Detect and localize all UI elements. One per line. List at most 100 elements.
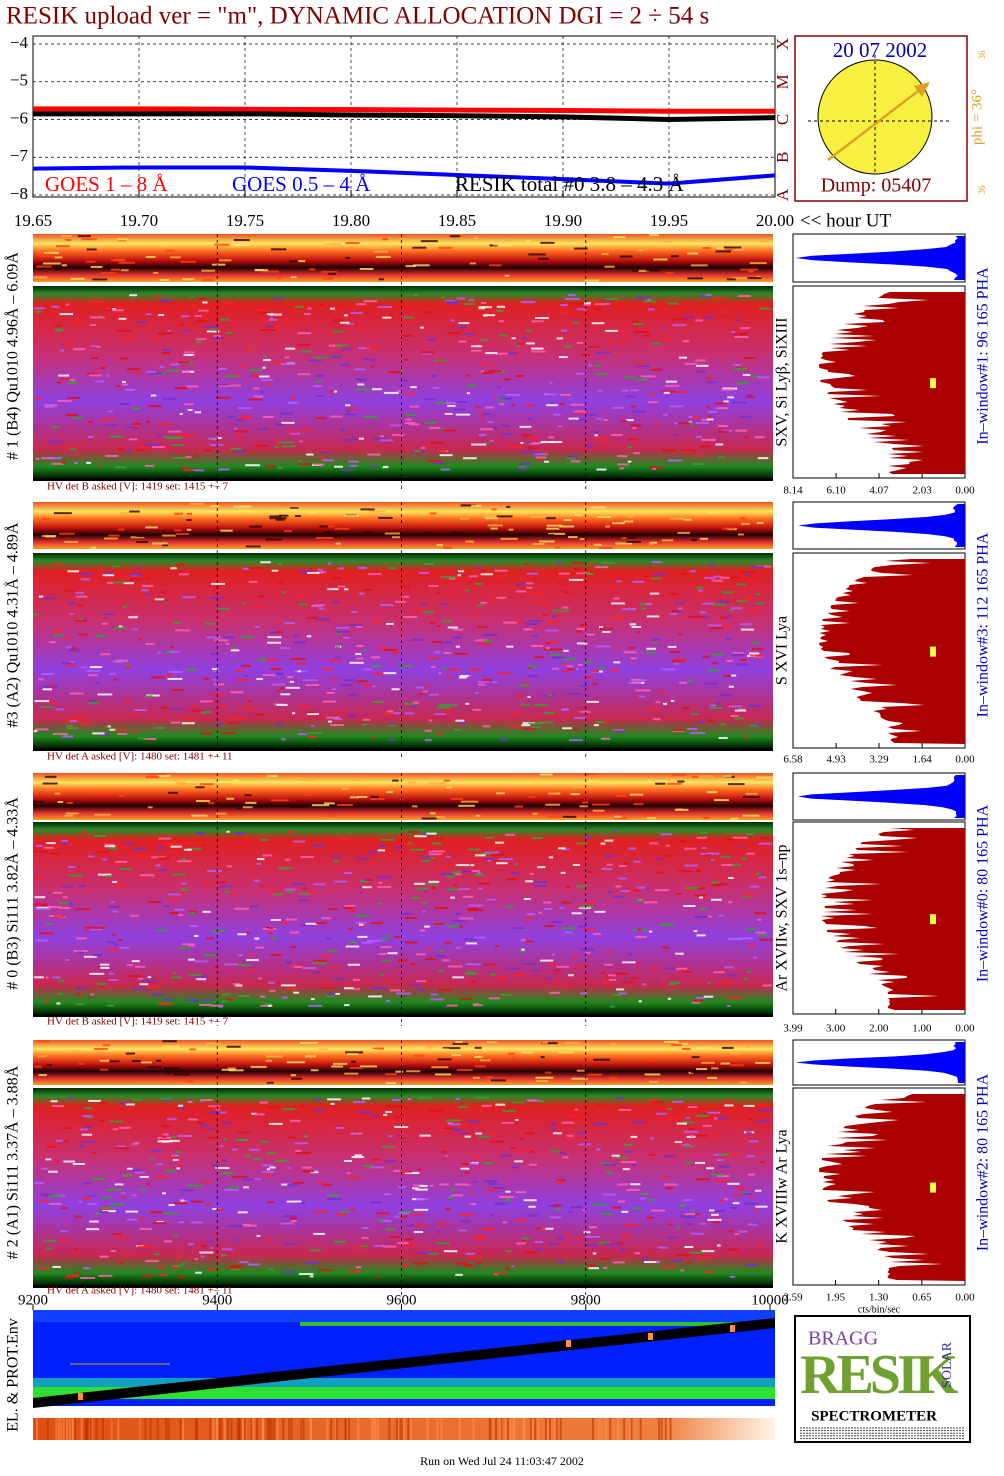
spectrogram-pixel (91, 345, 98, 348)
spectrogram-pixel (87, 855, 95, 858)
spectrogram-pixel (326, 691, 335, 694)
spectrogram-pixel (397, 665, 413, 668)
spectrogram-pixel (511, 403, 515, 406)
spectrogram-pixel (354, 1134, 358, 1137)
spectrogram-pixel (685, 442, 690, 445)
plot-frame (32, 35, 776, 198)
spectrogram-pixel (756, 776, 774, 779)
spectrogram-pixel (438, 873, 454, 876)
spectrogram-pixel (166, 674, 173, 677)
spectrogram-pixel (328, 344, 342, 347)
spectrogram-pixel (118, 795, 125, 798)
spectrogram-pixel (714, 1209, 726, 1212)
spectrogram-top (33, 502, 773, 549)
spectrogram-pixel (701, 846, 707, 849)
spectrogram-pixel (199, 700, 214, 703)
spectrogram-pixel (446, 1004, 458, 1007)
spectrogram-pixel (495, 576, 505, 579)
spectrogram-pixel (496, 862, 508, 865)
spectrogram-pixel (274, 1159, 289, 1162)
spectrogram-pixel (500, 537, 518, 540)
spectrogram-pixel (261, 378, 273, 381)
spectrogram-pixel (418, 693, 424, 696)
spectrogram-pixel (728, 685, 734, 688)
spectrogram-pixel (226, 865, 232, 868)
spectrogram-pixel (137, 1245, 152, 1248)
spectrogram-pixel (628, 682, 642, 685)
spectrogram-pixel (738, 937, 753, 940)
spectrogram-pixel (121, 1192, 126, 1195)
spectrogram-pixel (66, 413, 78, 416)
spectrogram-pixel (446, 786, 452, 789)
spectrogram-pixel (525, 329, 532, 332)
spectrogram-pixel (733, 332, 748, 335)
spectrogram-pixel (37, 1040, 50, 1043)
spectrogram-pixel (722, 387, 738, 390)
spectrogram-pixel (391, 536, 400, 539)
spectrogram-pixel (564, 931, 573, 934)
counts-strip-pixel (242, 1418, 245, 1440)
spectrogram-pixel (210, 652, 216, 655)
spectrogram-pixel (507, 1052, 516, 1055)
spectrogram-pixel (235, 670, 245, 673)
spectrogram-pixel (61, 1207, 69, 1210)
spectrogram-pixel (669, 517, 685, 520)
spectrogram-pixel (221, 732, 235, 735)
spectrogram-pixel (265, 926, 269, 929)
spectrogram-pixel (425, 338, 438, 341)
spectrogram-pixel (347, 714, 357, 717)
spectrogram-pixel (471, 443, 487, 446)
spectrogram-pixel (613, 1261, 625, 1264)
spectrogram-pixel (695, 1134, 710, 1137)
spectrogram-pixel (113, 627, 127, 630)
spectrogram-pixel (169, 708, 184, 711)
spectrogram-pixel (337, 363, 351, 366)
spectrogram-pixel (363, 300, 378, 303)
spectrogram-pixel (514, 1219, 527, 1222)
spectrogram-pixel (466, 392, 470, 395)
spectrogram-pixel (368, 861, 376, 864)
spectrogram-pixel (267, 641, 282, 644)
spectrogram-pixel (453, 884, 458, 887)
spectrogram-pixel (60, 1230, 68, 1233)
spectrogram-pixel (348, 928, 353, 931)
spectrogram-pixel (228, 415, 234, 418)
spectrogram-pixel (285, 858, 291, 861)
spectrogram-pixel (260, 838, 270, 841)
spectrogram-pixel (180, 435, 194, 438)
spectrogram-pixel (460, 800, 479, 803)
spectrogram-pixel (281, 984, 296, 987)
spectrogram-pixel (56, 381, 62, 384)
spectrogram-pixel (187, 1118, 198, 1121)
spectrogram-pixel (206, 636, 222, 639)
spectrogram-pixel (639, 603, 648, 606)
spectrogram-pixel (334, 710, 339, 713)
spectrogram-pixel (434, 906, 449, 909)
spectrogram-pixel (34, 700, 50, 703)
spectrogram-pixel (442, 959, 450, 962)
spectrogram-pixel (728, 1230, 734, 1233)
spectrogram-pixel (343, 906, 356, 909)
spectrogram-pixel (454, 961, 458, 964)
spectrogram-pixel (49, 684, 55, 687)
spectrogram-pixel (668, 983, 677, 986)
spectrogram-pixel (148, 900, 159, 903)
spectrogram-pixel (213, 683, 225, 686)
spectrogram-pixel (514, 1118, 519, 1121)
counts-strip-pixel (74, 1418, 77, 1440)
spectrogram-pixel (523, 1199, 537, 1202)
spectrogram-pixel (740, 522, 750, 525)
spectrogram-pixel (684, 1145, 694, 1148)
counts-strip-pixel (336, 1418, 339, 1440)
spectrogram-pixel (45, 1158, 52, 1161)
spectrogram-pixel (105, 454, 118, 457)
spectrogram-pixel (474, 1046, 482, 1049)
spectrogram-pixel (740, 268, 758, 271)
spectrogram-pixel (539, 1100, 545, 1103)
spectrogram-pixel (145, 420, 151, 423)
spectrogram-pixel (36, 906, 50, 909)
spectrogram-pixel (600, 842, 606, 845)
spectrogram-pixel (306, 635, 312, 638)
spectrogram-pixel (578, 1143, 591, 1146)
